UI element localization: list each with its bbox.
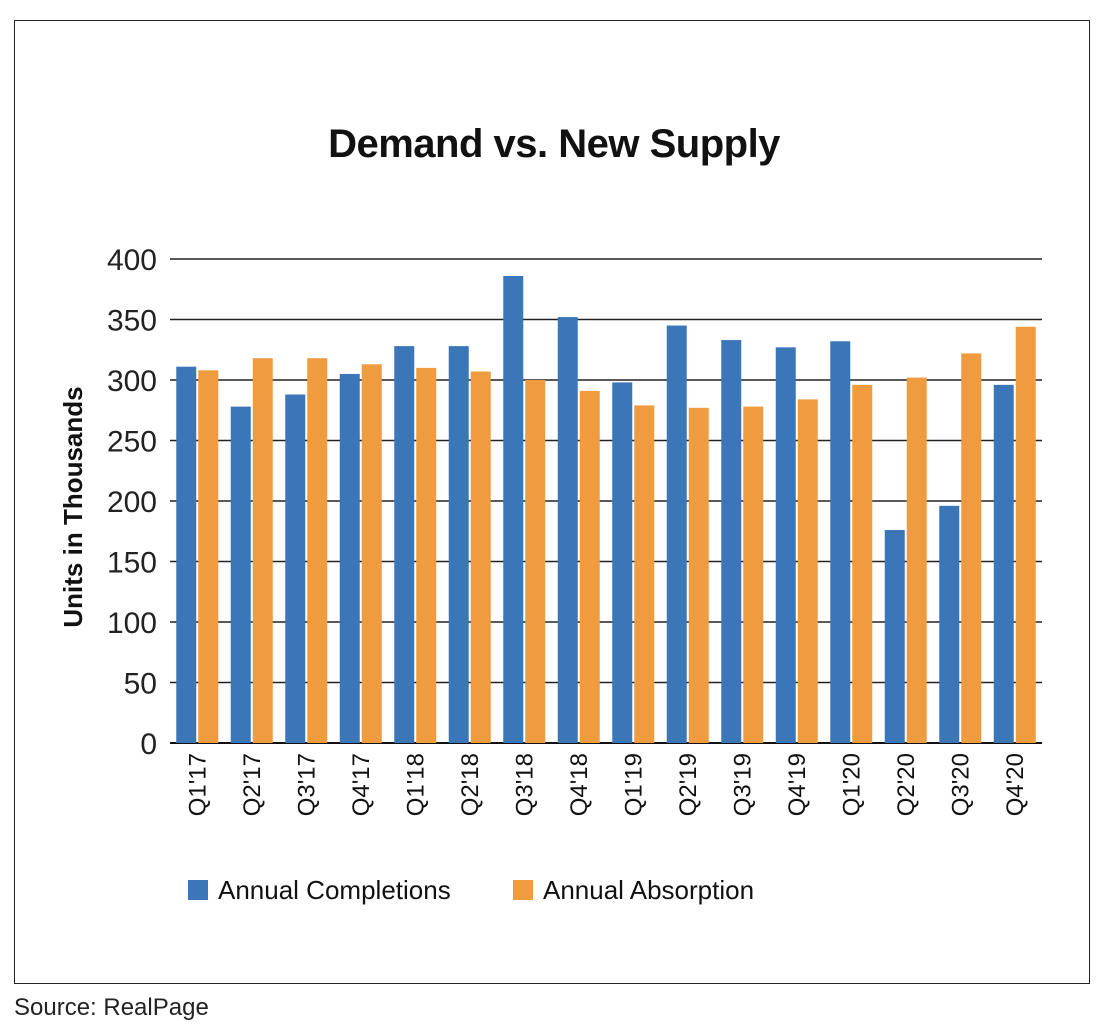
x-tick-label: Q2'18 (457, 753, 484, 816)
bar-completions (666, 325, 687, 743)
bar-absorption (688, 407, 709, 743)
y-tick-label: 50 (124, 668, 157, 701)
x-tick-label: Q1'19 (620, 753, 647, 816)
bar-completions (503, 275, 524, 743)
x-tick-label: Q3'18 (511, 753, 538, 816)
bar-completions (721, 340, 742, 743)
bar-completions (993, 384, 1014, 743)
x-tick-label: Q3'20 (947, 753, 974, 816)
bar-absorption (961, 353, 982, 743)
y-tick-label: 300 (107, 365, 157, 398)
bar-absorption (525, 380, 546, 743)
x-tick-label: Q4'19 (784, 753, 811, 816)
x-tick-label: Q4'18 (566, 753, 593, 816)
bar-absorption (470, 371, 491, 743)
bar-absorption (743, 406, 764, 743)
bar-absorption (1015, 326, 1036, 743)
bar-absorption (852, 384, 873, 743)
x-tick-label: Q4'20 (1002, 753, 1029, 816)
legend-swatch-completions (188, 880, 208, 900)
x-tick-label: Q2'20 (893, 753, 920, 816)
legend-label-completions: Annual Completions (218, 875, 451, 905)
bar-completions (884, 530, 905, 743)
source-note: Source: RealPage (14, 994, 209, 1021)
y-tick-label: 0 (140, 728, 157, 761)
legend-label-absorption: Annual Absorption (543, 875, 754, 905)
bar-completions (176, 366, 197, 743)
bar-absorption (252, 358, 273, 743)
y-tick-label: 200 (107, 486, 157, 519)
bar-completions (775, 347, 796, 743)
bar-absorption (361, 364, 382, 743)
legend-swatch-absorption (513, 880, 533, 900)
bar-absorption (906, 377, 927, 743)
y-tick-label: 350 (107, 305, 157, 338)
bar-completions (285, 394, 306, 743)
bar-completions (612, 382, 633, 743)
bar-completions (230, 406, 251, 743)
bar-absorption (579, 390, 600, 743)
x-tick-label: Q1'20 (838, 753, 865, 816)
y-tick-label: 400 (107, 244, 157, 277)
bar-completions (394, 346, 415, 743)
bar-absorption (634, 405, 655, 743)
bar-absorption (797, 399, 818, 743)
bar-completions (939, 505, 960, 743)
x-tick-label: Q3'19 (729, 753, 756, 816)
x-tick-label: Q4'17 (348, 753, 375, 816)
chart-title: Demand vs. New Supply (328, 122, 780, 166)
y-tick-label: 250 (107, 426, 157, 459)
bar-completions (339, 373, 360, 743)
bar-absorption (307, 358, 328, 743)
x-tick-label: Q3'17 (293, 753, 320, 816)
chart-frame (14, 20, 1090, 984)
x-tick-label: Q1'18 (402, 753, 429, 816)
bar-completions (448, 346, 469, 743)
y-axis-label: Units in Thousands (58, 386, 88, 627)
y-tick-label: 150 (107, 547, 157, 580)
x-tick-label: Q2'19 (675, 753, 702, 816)
y-tick-label: 100 (107, 607, 157, 640)
bar-completions (557, 317, 578, 743)
x-tick-label: Q1'17 (184, 753, 211, 816)
bar-absorption (198, 370, 219, 743)
bar-absorption (416, 367, 437, 743)
x-tick-label: Q2'17 (239, 753, 266, 816)
bar-completions (830, 341, 851, 743)
